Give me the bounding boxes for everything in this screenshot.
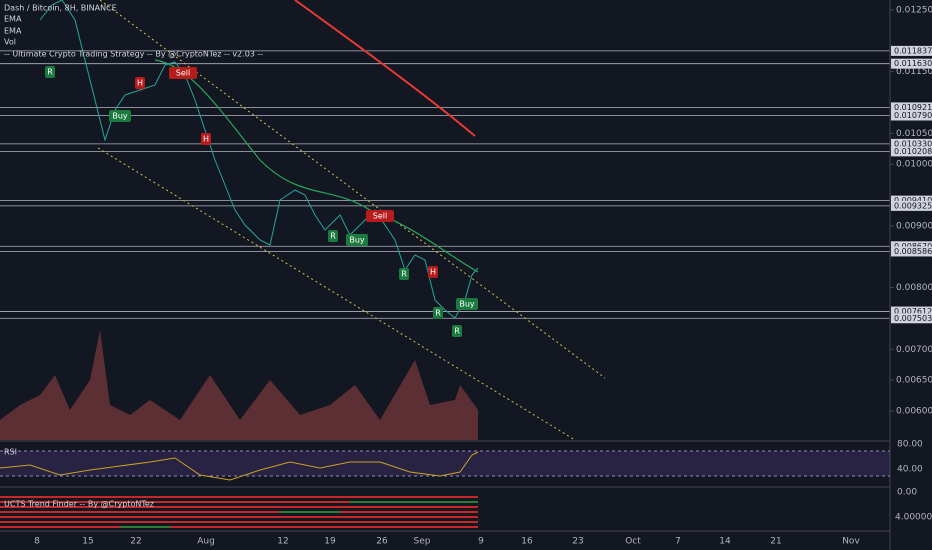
time-tick: Oct [625,537,641,547]
signal-box [452,325,462,337]
ema-slow [294,0,476,137]
level-label: 0.01092100 [894,103,932,112]
time-tick: Nov [842,537,860,547]
signal-box [428,266,438,278]
signal: R [454,327,460,336]
trend-tick: 4.00000000 [895,513,932,523]
level-label: 0.01183700 [894,46,932,55]
level-box [891,102,932,113]
volume [0,330,478,440]
price-tick: 0.00900000 [896,221,932,231]
signal-box [433,307,443,319]
signal: Sell [373,212,387,221]
level-box [891,45,932,56]
level-label: 0.01079000 [894,111,932,120]
indicator: EMA [4,15,22,24]
level-label: 0.00932500 [894,201,932,210]
signal: R [47,68,53,77]
level-box [891,138,932,149]
trend-title: UCTS Trend Finder -- By @CryptoNTez [4,500,154,509]
time-tick: 8 [34,537,40,547]
signal-box [45,66,55,78]
time-tick: 15 [82,537,93,547]
trend-stripes [0,496,478,528]
signal: Buy [349,236,365,245]
signal-box [135,77,145,89]
channel-lower [97,147,576,441]
price-tick: 0.01050000 [896,129,932,139]
rsi-tick: 0.00 [897,488,917,498]
level-label: 0.01020800 [894,147,932,156]
level-box [891,110,932,121]
price-tick: 0.01150000 [896,67,932,77]
indicator: Vol [4,38,16,47]
time-tick: 23 [572,537,583,547]
signal-box [328,230,338,242]
signal-box [109,110,131,122]
level-box [891,58,932,69]
ema-fast [154,59,479,273]
level-label: 0.00858600 [894,247,932,256]
price-tick: 0.00700000 [896,345,932,355]
signal: Buy [459,300,475,309]
price-tick: 0.00800000 [896,283,932,293]
time-tick: 16 [521,537,533,547]
level-label: 0.00761200 [894,307,932,316]
time-tick: 26 [376,537,388,547]
price-tick: 0.00600000 [896,407,932,417]
signal-box [169,67,197,79]
time-tick: 21 [770,537,781,547]
signal: R [435,309,441,318]
time-tick: 9 [478,537,484,547]
level-box [891,146,932,157]
rsi-line [0,451,479,481]
time-tick: Sep [414,537,431,547]
level-box [891,313,932,324]
time-tick: 14 [719,537,731,547]
signal: R [401,270,407,279]
symbol: Dash / Bitcoin, 8H, BINANCE [4,4,117,13]
time-tick: 7 [675,537,681,547]
signal: H [203,135,209,144]
indicator: -- Ultimate Crypto Trading Strategy -- B… [4,50,263,59]
level-box [891,306,932,317]
time-tick: 19 [324,537,336,547]
signal-box [456,298,478,310]
level-box [891,241,932,252]
time-tick: 12 [277,537,288,547]
level-box [891,246,932,257]
signal: R [330,232,336,241]
level-label: 0.01163000 [894,59,932,68]
signal-box [346,234,368,246]
channel-upper [99,0,606,379]
level-label: 0.01033000 [894,139,932,148]
signal: H [137,79,143,88]
signal-box [399,268,409,280]
signal: Buy [112,112,128,121]
level-box [891,200,932,211]
indicator: EMA [4,27,22,36]
time-tick: 22 [130,537,141,547]
signal: Sell [176,69,190,78]
signal: H [430,268,436,277]
level-box [891,195,932,206]
signal-box [201,133,211,145]
rsi-tick: 80.00 [897,440,923,450]
level-label: 0.00941000 [894,196,932,205]
price-tick: 0.01250000 [896,6,932,16]
rsi-band [0,451,890,476]
level-label: 0.00750300 [894,314,932,323]
rsi-tick: 40.00 [897,465,923,475]
signal-box [366,210,394,222]
time-tick: Aug [197,537,215,547]
rsi-title: RSI [4,448,17,457]
price-tick: 0.01000000 [896,160,932,170]
level-label: 0.00867000 [894,242,932,251]
price-tick: 0.00650000 [896,376,932,386]
